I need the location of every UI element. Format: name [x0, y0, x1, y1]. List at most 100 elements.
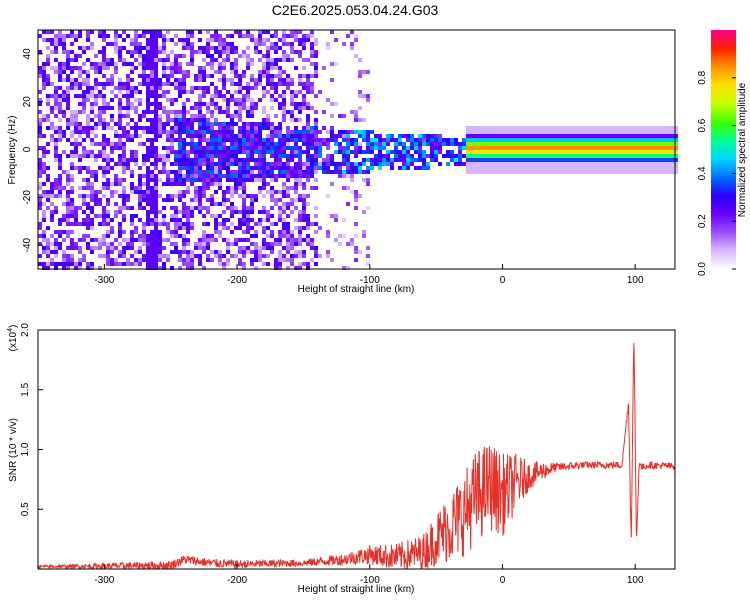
- spectrogram-cell: [234, 158, 238, 162]
- spectrogram-cell: [202, 90, 206, 94]
- spectrogram-cell: [258, 150, 262, 154]
- spectrogram-cell: [610, 130, 614, 134]
- spectrogram-cell: [590, 162, 594, 166]
- spectrogram-cell: [50, 38, 54, 42]
- spectrogram-cell: [158, 158, 162, 162]
- spectrogram-cell: [570, 126, 574, 130]
- spectrogram-cell: [122, 254, 126, 258]
- spectrogram-cell: [122, 198, 126, 202]
- spectrogram-cell: [282, 254, 286, 258]
- spectrogram-cell: [134, 38, 138, 42]
- spectrogram-cell: [50, 218, 54, 222]
- spectrogram-cell: [194, 174, 198, 178]
- spectrogram-cell: [538, 170, 542, 174]
- spectrogram-cell: [146, 238, 150, 242]
- spectrogram-cell: [390, 134, 394, 138]
- spectrogram-cell: [62, 238, 66, 242]
- spectrogram-cell: [94, 238, 98, 242]
- spectrogram-cell: [578, 158, 582, 162]
- spectrogram-cell: [182, 178, 186, 182]
- spectrogram-cell: [150, 138, 154, 142]
- spectrogram-cell: [122, 86, 126, 90]
- spectrogram-cell: [302, 254, 306, 258]
- spectrogram-cell: [146, 102, 150, 106]
- spectrogram-cell: [186, 90, 190, 94]
- spectrogram-cell: [466, 162, 470, 166]
- spectrogram-cell: [578, 150, 582, 154]
- spectrogram-cell: [502, 130, 506, 134]
- spectrogram-cell: [226, 174, 230, 178]
- spectrogram-cell: [126, 130, 130, 134]
- spectrogram-cell: [134, 262, 138, 266]
- spectrogram-cell: [58, 222, 62, 226]
- spectrogram-cell: [154, 214, 158, 218]
- spectrogram-cell: [234, 30, 238, 34]
- spectrogram-cell: [242, 206, 246, 210]
- spectrogram-cell: [286, 178, 290, 182]
- spectrogram-cell: [154, 154, 158, 158]
- spectrogram-cell: [262, 238, 266, 242]
- spectrogram-cell: [86, 186, 90, 190]
- spectrogram-cell: [162, 82, 166, 86]
- spectrogram-cell: [138, 102, 142, 106]
- spectrogram-cell: [182, 246, 186, 250]
- spectrogram-cell: [150, 198, 154, 202]
- spectrogram-cell: [158, 30, 162, 34]
- spectrogram-cell: [266, 226, 270, 230]
- spectrogram-cell: [138, 258, 142, 262]
- spectrogram-cell: [106, 246, 110, 250]
- spectrogram-cell: [350, 138, 354, 142]
- spectrogram-cell: [166, 58, 170, 62]
- spectrogram-cell: [50, 242, 54, 246]
- spectrogram-cell: [274, 130, 278, 134]
- spectrogram-cell: [322, 66, 326, 70]
- spectrogram-cell: [486, 130, 490, 134]
- spectrogram-cell: [378, 142, 382, 146]
- spectrogram-cell: [58, 182, 62, 186]
- spectrogram-cell: [418, 158, 422, 162]
- spectrogram-cell: [570, 154, 574, 158]
- spectrogram-cell: [642, 158, 646, 162]
- spectrogram-cell: [150, 250, 154, 254]
- spectrogram-cell: [82, 62, 86, 66]
- spectrogram-cell: [70, 66, 74, 70]
- spectrogram-cell: [146, 158, 150, 162]
- spectrogram-cell: [82, 202, 86, 206]
- spectrogram-cell: [250, 146, 254, 150]
- spectrogram-cell: [154, 190, 158, 194]
- spectrogram-cell: [294, 218, 298, 222]
- spectrogram-cell: [514, 150, 518, 154]
- spectrogram-cell: [578, 134, 582, 138]
- spectrogram-cell: [146, 186, 150, 190]
- spectrogram-cell: [162, 146, 166, 150]
- spectrogram-cell: [270, 250, 274, 254]
- spectrogram-cell: [54, 210, 58, 214]
- spectrogram-cell: [194, 154, 198, 158]
- spectrogram-cell: [78, 258, 82, 262]
- spectrogram-cell: [498, 154, 502, 158]
- spectrogram-cell: [146, 250, 150, 254]
- spectrogram-cell: [330, 162, 334, 166]
- spectrogram-cell: [590, 130, 594, 134]
- spectrogram-cell: [250, 74, 254, 78]
- spectrogram-cell: [306, 146, 310, 150]
- spectrogram-cell: [422, 138, 426, 142]
- spectrogram-cell: [90, 266, 94, 270]
- spectrogram-cell: [370, 138, 374, 142]
- spectrogram-cell: [242, 266, 246, 270]
- spectrogram-cell: [106, 138, 110, 142]
- spectrogram-cell: [82, 138, 86, 142]
- spectrogram-cell: [410, 146, 414, 150]
- spectrogram-cell: [98, 246, 102, 250]
- spectrogram-cell: [66, 182, 70, 186]
- spectrogram-cell: [306, 178, 310, 182]
- spectrogram-cell: [114, 62, 118, 66]
- spectrogram-cell: [266, 74, 270, 78]
- spectrogram-cell: [310, 142, 314, 146]
- spectrogram-cell: [214, 134, 218, 138]
- spectrogram-cell: [502, 166, 506, 170]
- spectrogram-cell: [466, 130, 470, 134]
- spectrogram-cell: [58, 118, 62, 122]
- spectrogram-cell: [210, 130, 214, 134]
- spectrogram-cell: [290, 234, 294, 238]
